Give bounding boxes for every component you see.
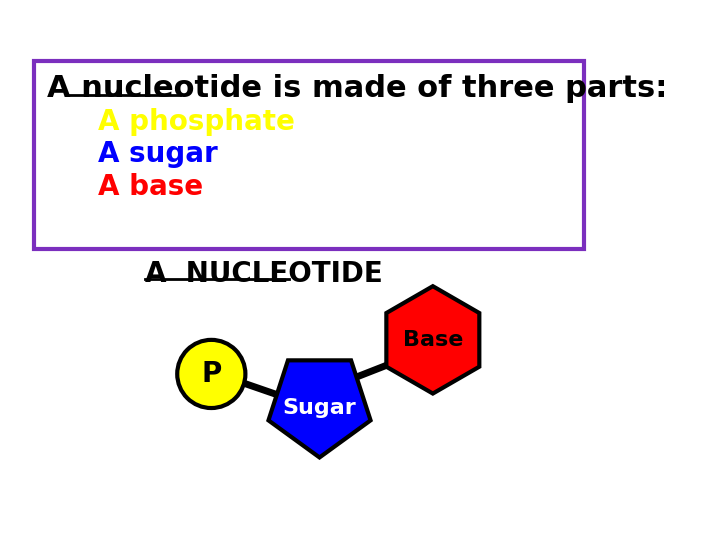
Text: A nucleotide is made of three parts:: A nucleotide is made of three parts: (47, 74, 667, 103)
Text: Base: Base (402, 330, 463, 350)
Text: A  NUCLEOTIDE: A NUCLEOTIDE (145, 260, 382, 288)
Text: A phosphate: A phosphate (98, 108, 295, 136)
Circle shape (177, 340, 246, 408)
FancyBboxPatch shape (34, 61, 584, 249)
Text: A sugar: A sugar (98, 140, 217, 168)
Text: A base: A base (98, 173, 203, 201)
Polygon shape (269, 360, 371, 457)
Polygon shape (387, 286, 480, 394)
Text: P: P (201, 360, 222, 388)
Text: Sugar: Sugar (283, 398, 356, 418)
